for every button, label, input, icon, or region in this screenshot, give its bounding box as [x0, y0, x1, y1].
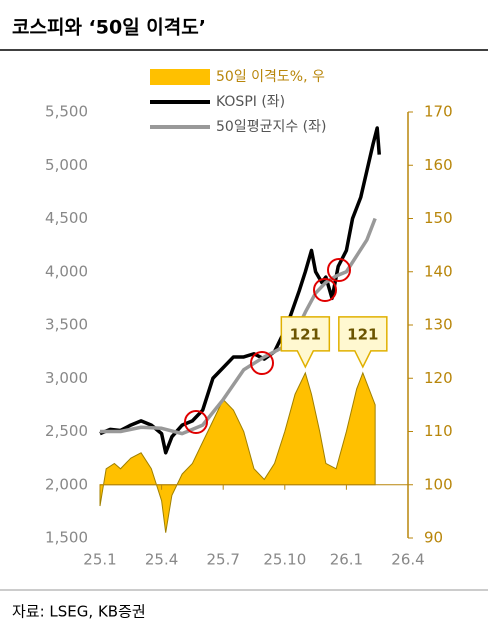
legend-swatch — [150, 69, 210, 85]
y2-tick-label: 170 — [424, 103, 453, 121]
highlight-circle — [250, 351, 274, 375]
legend-label: 50일평균지수 (좌) — [216, 119, 326, 135]
y2-tick-label: 90 — [424, 529, 443, 547]
line — [100, 217, 377, 436]
y-tick-label: 2,000 — [45, 475, 88, 493]
y-tick-label: 5,500 — [45, 103, 88, 121]
y-tick-label: 3,000 — [45, 369, 88, 387]
chart-title: 코스피와 ‘50일 이격도’ — [12, 17, 206, 39]
y-tick-label: 2,500 — [45, 422, 88, 440]
y-tick-label: 1,500 — [45, 529, 88, 547]
y2-tick-label: 100 — [424, 475, 453, 493]
plot — [99, 126, 381, 533]
line — [99, 126, 381, 455]
y-tick-label: 5,000 — [45, 156, 88, 174]
x-tick-label: 26.4 — [391, 551, 424, 569]
callout — [280, 316, 331, 369]
highlight-circle — [184, 410, 208, 434]
y2-tick-label: 120 — [424, 369, 453, 387]
highlights — [184, 258, 351, 434]
x-tick-label: 26.1 — [330, 551, 363, 569]
y2-tick-label: 160 — [424, 156, 453, 174]
x-tick-label: 25.4 — [145, 551, 178, 569]
y-tick-label: 4,000 — [45, 262, 88, 280]
y-tick-label: 3,500 — [45, 316, 88, 334]
y2-tick-label: 150 — [424, 209, 453, 227]
y2-tick-label: 140 — [424, 262, 453, 280]
highlight-circle — [313, 278, 337, 302]
x-tick-label: 25.1 — [83, 551, 116, 569]
source: 자료: LSEG, KB증권 — [12, 603, 146, 621]
x-tick-label: 25.7 — [206, 551, 239, 569]
y-tick-label: 4,500 — [45, 209, 88, 227]
x-tick-label: 25.10 — [263, 551, 306, 569]
callout-label: 121 — [347, 325, 378, 343]
callout — [338, 316, 388, 369]
y2-tick-label: 110 — [424, 422, 453, 440]
legend-label: 50일 이격도%, 우 — [216, 69, 325, 85]
y2-tick-label: 130 — [424, 316, 453, 334]
legend-label: KOSPI (좌) — [216, 94, 285, 110]
highlight-circle — [327, 258, 351, 282]
area — [99, 371, 376, 533]
callout-label: 121 — [290, 325, 321, 343]
